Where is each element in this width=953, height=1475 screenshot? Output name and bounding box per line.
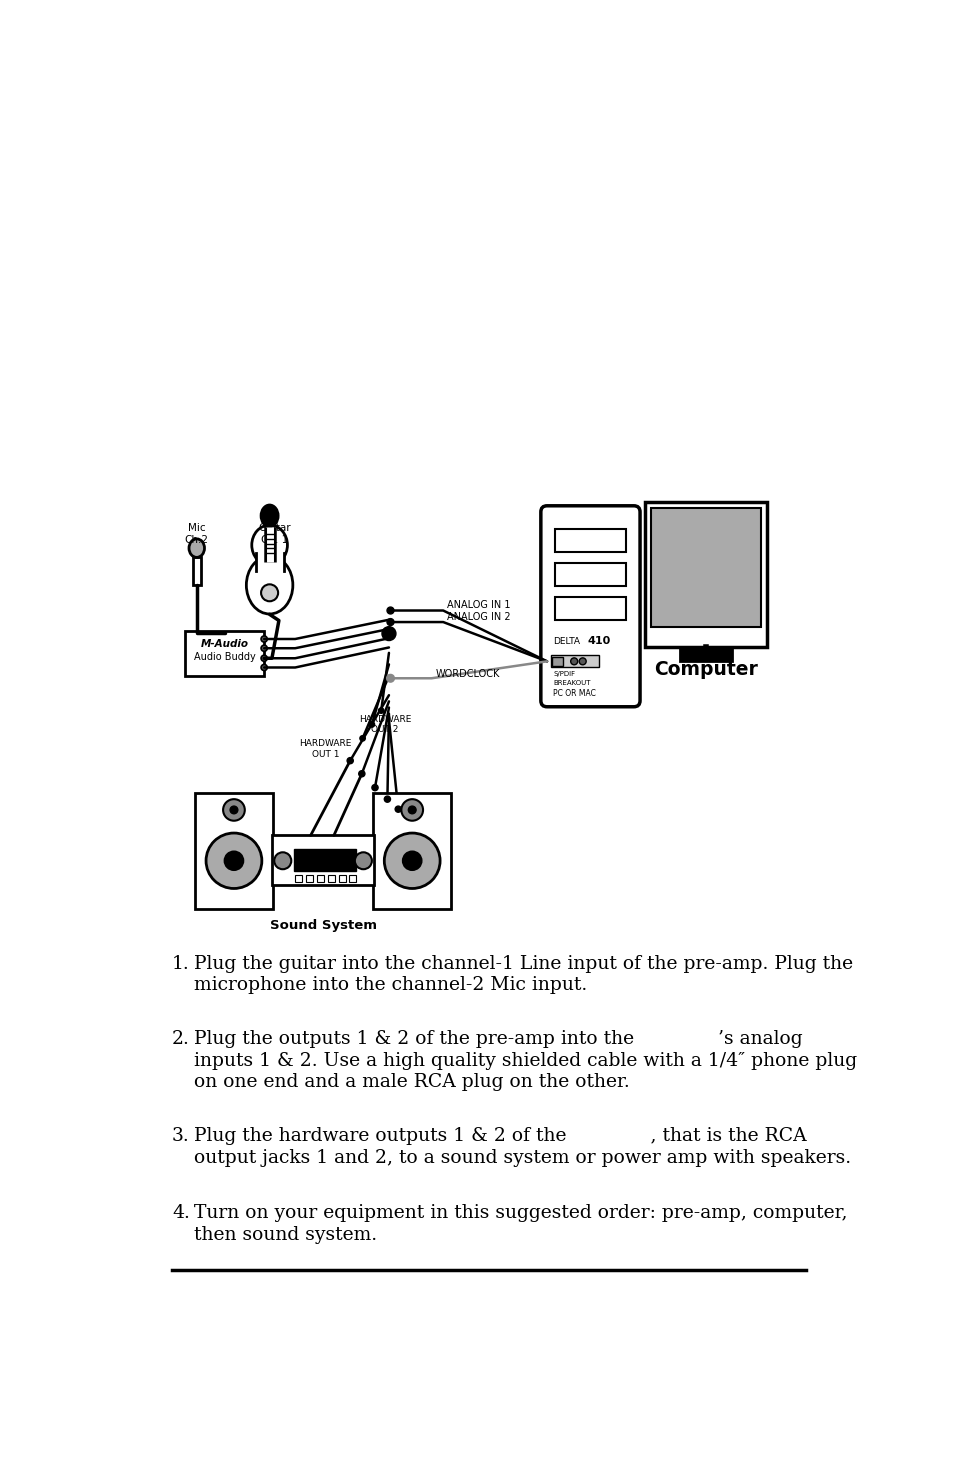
Bar bbox=[555, 597, 625, 619]
Circle shape bbox=[372, 785, 377, 791]
Text: Plug the outputs 1 & 2 of the pre-amp into the              ’s analog: Plug the outputs 1 & 2 of the pre-amp in… bbox=[193, 1030, 801, 1049]
Bar bbox=[328, 875, 335, 882]
Bar bbox=[550, 655, 598, 668]
Circle shape bbox=[224, 851, 243, 870]
Bar bbox=[373, 794, 451, 909]
Text: microphone into the channel-2 Mic input.: microphone into the channel-2 Mic input. bbox=[193, 976, 586, 994]
Circle shape bbox=[261, 584, 278, 602]
Circle shape bbox=[408, 807, 416, 814]
Bar bbox=[349, 875, 356, 882]
Ellipse shape bbox=[261, 504, 278, 527]
Text: Plug the hardware outputs 1 & 2 of the              , that is the RCA: Plug the hardware outputs 1 & 2 of the ,… bbox=[193, 1127, 805, 1145]
Bar bbox=[338, 875, 345, 882]
Circle shape bbox=[387, 608, 394, 614]
Circle shape bbox=[261, 664, 267, 671]
Circle shape bbox=[570, 658, 578, 665]
Text: Mic
Ch.2: Mic Ch.2 bbox=[185, 524, 209, 546]
Text: M-Audio: M-Audio bbox=[200, 639, 249, 649]
Text: 3.: 3. bbox=[172, 1127, 190, 1145]
Circle shape bbox=[378, 708, 383, 714]
Text: DELTA: DELTA bbox=[553, 637, 579, 646]
Text: 2.: 2. bbox=[172, 1030, 190, 1049]
Text: output jacks 1 and 2, to a sound system or power amp with speakers.: output jacks 1 and 2, to a sound system … bbox=[193, 1149, 850, 1167]
Ellipse shape bbox=[246, 556, 293, 614]
Bar bbox=[195, 794, 273, 909]
Text: WORDCLOCK: WORDCLOCK bbox=[435, 668, 499, 679]
Text: on one end and a male RCA plug on the other.: on one end and a male RCA plug on the ot… bbox=[193, 1074, 629, 1092]
Circle shape bbox=[355, 853, 372, 869]
Text: Plug the guitar into the channel-1 Line input of the pre-amp. Plug the: Plug the guitar into the channel-1 Line … bbox=[193, 954, 852, 972]
Circle shape bbox=[261, 636, 267, 642]
Bar bbox=[255, 553, 283, 571]
Circle shape bbox=[223, 799, 245, 820]
Circle shape bbox=[402, 851, 421, 870]
Bar bbox=[650, 507, 760, 627]
Text: Guitar
Ch. 1: Guitar Ch. 1 bbox=[257, 524, 291, 546]
Circle shape bbox=[578, 658, 585, 665]
Bar bbox=[316, 875, 323, 882]
Circle shape bbox=[384, 833, 439, 888]
Bar bbox=[193, 558, 200, 586]
Text: S/PDIF: S/PDIF bbox=[553, 671, 575, 677]
Text: then sound system.: then sound system. bbox=[193, 1226, 376, 1243]
Circle shape bbox=[384, 796, 390, 802]
FancyBboxPatch shape bbox=[540, 506, 639, 707]
Bar bbox=[644, 502, 766, 646]
Text: 4.: 4. bbox=[172, 1204, 190, 1223]
Circle shape bbox=[386, 674, 394, 681]
Bar bbox=[679, 648, 732, 661]
Bar bbox=[306, 875, 313, 882]
Text: 410: 410 bbox=[587, 636, 610, 646]
Text: 1.: 1. bbox=[172, 954, 190, 972]
Circle shape bbox=[274, 853, 291, 869]
Circle shape bbox=[261, 645, 267, 652]
Bar bbox=[555, 530, 625, 552]
Text: ANALOG IN 1: ANALOG IN 1 bbox=[447, 600, 510, 611]
Text: BREAKOUT: BREAKOUT bbox=[553, 680, 590, 686]
Ellipse shape bbox=[189, 538, 204, 558]
Text: Sound System: Sound System bbox=[270, 919, 376, 932]
Text: Turn on your equipment in this suggested order: pre-amp, computer,: Turn on your equipment in this suggested… bbox=[193, 1204, 846, 1223]
Bar bbox=[185, 631, 264, 676]
Circle shape bbox=[358, 770, 365, 777]
Text: HARDWARE
OUT 1: HARDWARE OUT 1 bbox=[299, 739, 352, 758]
Text: HARDWARE
OUT 2: HARDWARE OUT 2 bbox=[358, 715, 411, 735]
Circle shape bbox=[381, 627, 395, 640]
Circle shape bbox=[347, 758, 353, 764]
Bar bbox=[294, 875, 302, 882]
Circle shape bbox=[230, 807, 237, 814]
Text: ANALOG IN 2: ANALOG IN 2 bbox=[447, 612, 510, 621]
Text: Audio Buddy: Audio Buddy bbox=[193, 652, 255, 662]
Text: Computer: Computer bbox=[654, 661, 757, 680]
Circle shape bbox=[369, 721, 375, 727]
Text: inputs 1 & 2. Use a high quality shielded cable with a 1/4″ phone plug: inputs 1 & 2. Use a high quality shielde… bbox=[193, 1052, 856, 1069]
Bar bbox=[294, 850, 355, 870]
Circle shape bbox=[261, 655, 267, 661]
Bar bbox=[552, 656, 562, 665]
Bar bbox=[272, 835, 374, 885]
Circle shape bbox=[387, 618, 394, 625]
Bar bbox=[555, 563, 625, 586]
Circle shape bbox=[359, 736, 365, 740]
Circle shape bbox=[206, 833, 261, 888]
Circle shape bbox=[395, 807, 401, 813]
Text: PC OR MAC: PC OR MAC bbox=[553, 689, 596, 698]
Circle shape bbox=[401, 799, 422, 820]
Ellipse shape bbox=[252, 525, 287, 565]
